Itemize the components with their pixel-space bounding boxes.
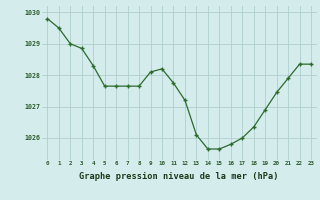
X-axis label: Graphe pression niveau de la mer (hPa): Graphe pression niveau de la mer (hPa) <box>79 172 279 181</box>
